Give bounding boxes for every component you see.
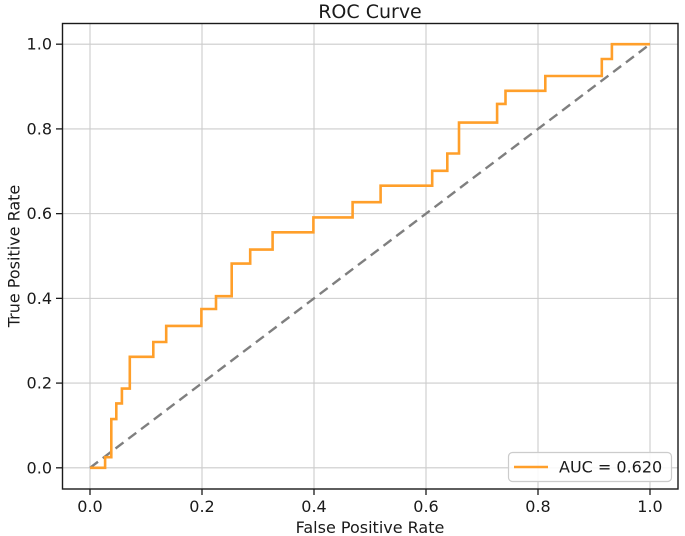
x-tick-label: 0.8: [525, 497, 550, 516]
x-tick-label: 0.6: [413, 497, 438, 516]
y-axis-label: True Positive Rate: [4, 184, 24, 328]
x-tick-label: 0.2: [189, 497, 214, 516]
x-tick-label: 0.4: [301, 497, 326, 516]
legend-label: AUC = 0.620: [559, 458, 662, 477]
x-axis-label: False Positive Rate: [295, 518, 445, 536]
chart-title: ROC Curve: [318, 1, 422, 23]
y-tick-label: 0.6: [27, 204, 52, 223]
x-tick-label: 1.0: [637, 497, 662, 516]
y-tick-label: 0.0: [27, 458, 52, 477]
chance-diagonal-line: [89, 43, 651, 469]
y-tick-label: 0.2: [27, 374, 52, 393]
legend-box: [507, 451, 673, 483]
roc-curve-line: [90, 42, 650, 470]
y-tick-label: 0.8: [27, 119, 52, 138]
y-tick-label: 0.4: [27, 289, 52, 308]
axes-spines: [61, 22, 679, 490]
y-tick-label: 1.0: [27, 35, 52, 54]
x-tick-label: 0.0: [77, 497, 102, 516]
